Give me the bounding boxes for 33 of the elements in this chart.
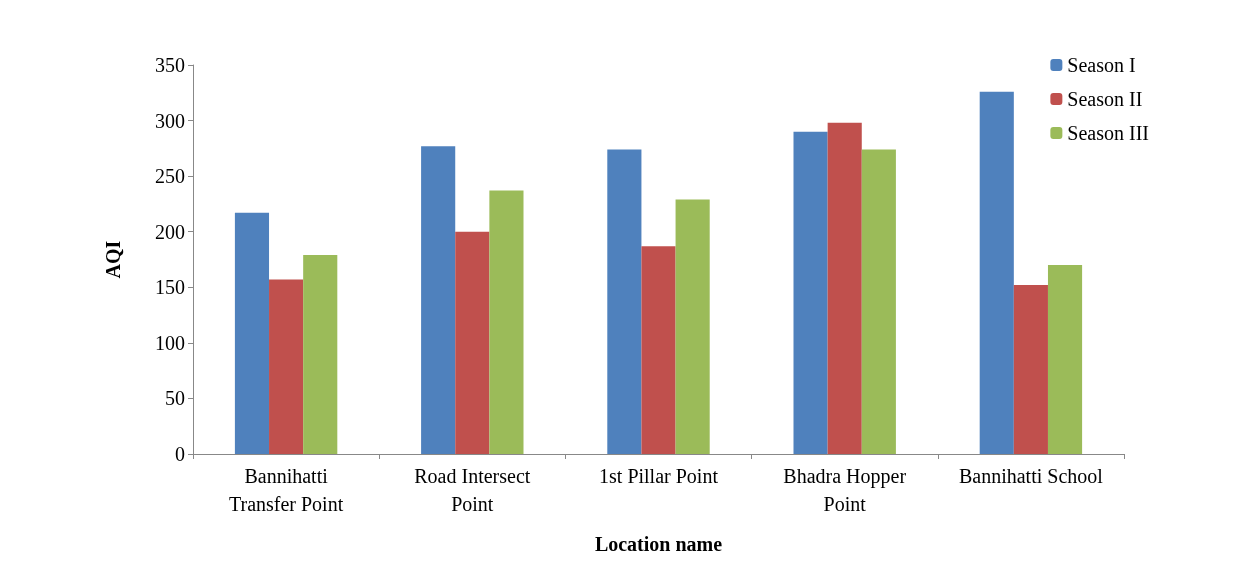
bar [675,199,710,454]
x-tick-label: 1st Pillar Point [599,465,719,487]
bar [234,212,270,454]
y-tick-label: 150 [155,276,185,299]
x-tick-label: Bannihatti School [958,465,1104,487]
legend-label: Season II [1067,88,1143,110]
bar [641,246,676,454]
legend-label: Season I [1067,54,1136,76]
bar [489,190,524,454]
legend-label: Season III [1067,122,1149,144]
bar [421,146,456,454]
bar [979,91,1014,454]
y-tick-label: 50 [165,387,185,410]
bar [455,231,490,454]
x-tick-label: Bannihatti Transfer Point [228,465,344,515]
y-tick-label: 300 [155,109,185,132]
y-tick-label: 0 [175,443,185,465]
bar [827,122,862,454]
bar [1013,285,1048,454]
bar [793,131,828,454]
x-tick-label: Bhadra Hopper Point [783,465,907,515]
bar [607,149,642,454]
x-axis-title: Location name [594,533,723,555]
y-tick-label: 250 [155,165,185,188]
bar [303,255,338,454]
y-tick-label: 200 [155,220,185,243]
bar [861,149,896,454]
y-tick-label: 100 [155,331,185,354]
bar [1047,265,1083,454]
y-tick-label: 350 [155,54,185,76]
y-axis-title: AQI [102,240,124,279]
bar [269,279,304,454]
x-tick-label: Road Intersect Point [414,465,531,515]
